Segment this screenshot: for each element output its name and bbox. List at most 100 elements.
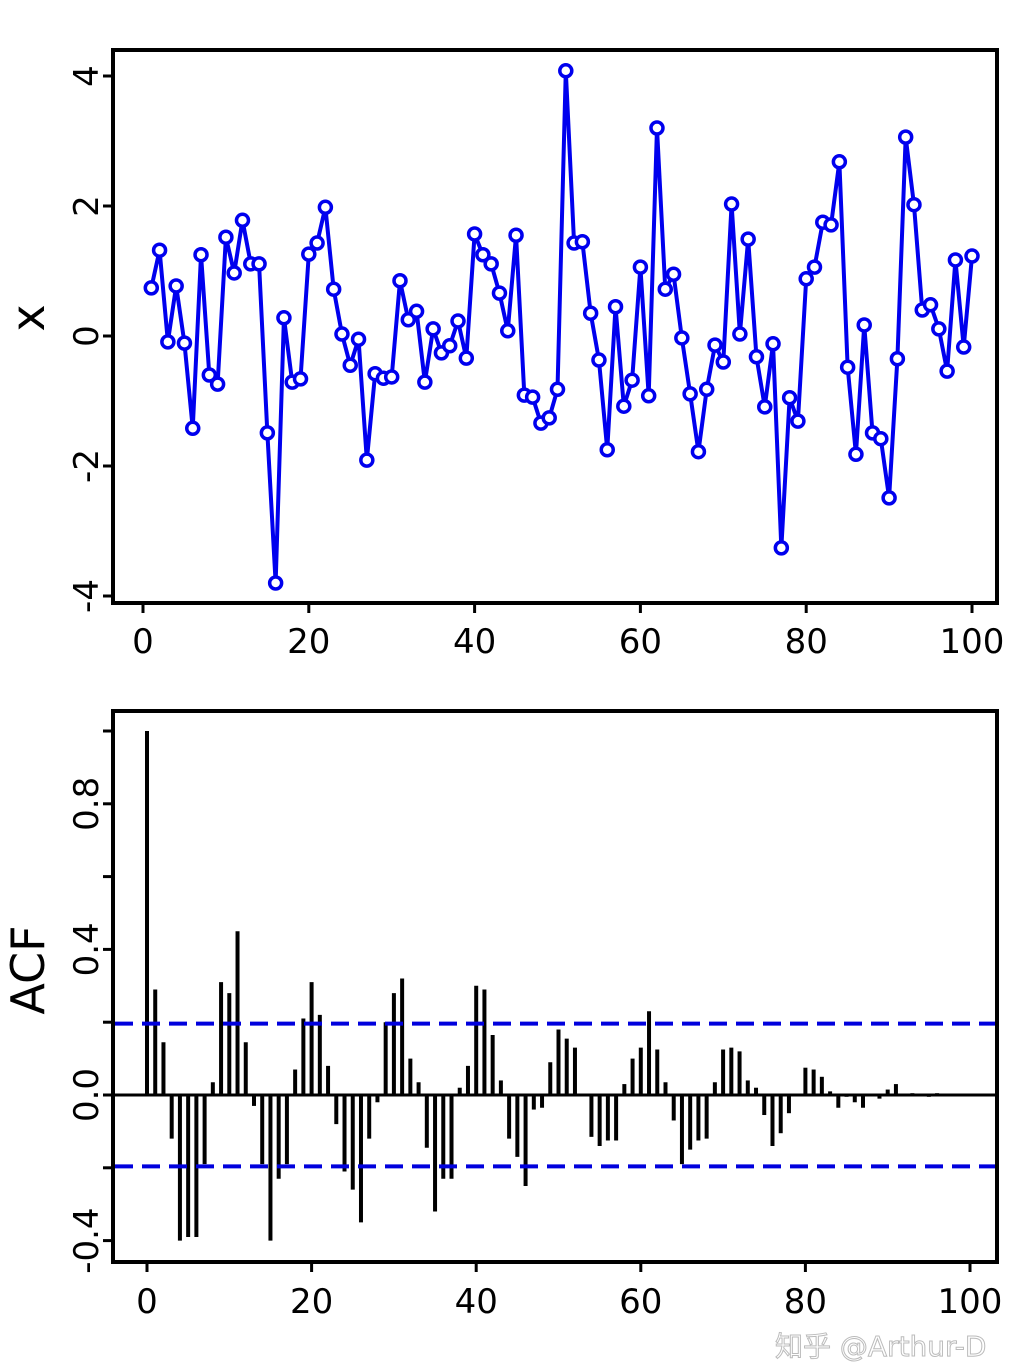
- data-point: [640, 388, 657, 404]
- x-tick-label: 40: [455, 1282, 498, 1322]
- data-point: [408, 303, 425, 320]
- x-tick-label: 20: [287, 622, 330, 662]
- data-point: [798, 271, 814, 287]
- data-point: [765, 336, 781, 352]
- data-point: [309, 235, 325, 251]
- plot-frame: [111, 48, 999, 605]
- data-point: [292, 371, 309, 387]
- data-point: [441, 338, 458, 354]
- watermark: 知乎 @Arthur-D: [775, 1330, 986, 1363]
- x-tick-label: 0: [132, 622, 154, 662]
- x-tick-label: 80: [784, 1282, 827, 1322]
- series-line: [149, 70, 974, 584]
- bottom-ylabel: ACF: [1, 925, 55, 1014]
- data-point: [574, 234, 591, 250]
- data-point: [657, 281, 674, 297]
- data-point: [549, 381, 566, 398]
- data-point: [873, 430, 889, 447]
- data-point: [616, 398, 632, 414]
- data-point: [168, 278, 184, 294]
- data-point: [599, 442, 615, 458]
- data-point: [500, 323, 516, 339]
- data-point: [831, 154, 848, 170]
- y-tick-label: -2: [67, 449, 107, 483]
- data-point: [524, 389, 541, 405]
- y-tick-label: 0: [67, 325, 107, 347]
- data-point: [947, 252, 964, 268]
- data-point: [781, 390, 798, 406]
- y-tick-label: -4: [67, 579, 107, 613]
- data-point: [715, 354, 732, 370]
- data-point: [806, 259, 823, 275]
- data-point: [350, 331, 367, 347]
- data-point: [848, 446, 864, 463]
- data-point: [209, 376, 226, 392]
- data-point: [931, 321, 947, 337]
- data-point: [458, 350, 475, 366]
- data-point: [359, 452, 375, 468]
- x-tick-label: 40: [453, 622, 496, 662]
- data-point: [955, 339, 972, 355]
- x-tick-label: 60: [619, 1282, 662, 1322]
- data-point: [823, 217, 839, 233]
- data-point: [897, 129, 914, 145]
- data-point: [267, 575, 284, 591]
- data-point: [276, 310, 292, 326]
- y-tick-label: -0.4: [67, 1207, 107, 1273]
- data-point: [541, 410, 557, 426]
- data-point: [466, 226, 483, 242]
- data-point: [624, 372, 640, 388]
- y-tick-label: 0.8: [67, 777, 107, 831]
- data-point: [773, 540, 790, 556]
- y-tick-label: 0.4: [67, 922, 107, 976]
- data-point: [698, 381, 715, 398]
- data-point: [417, 374, 433, 390]
- data-point: [450, 313, 466, 329]
- data-point: [342, 357, 358, 373]
- data-point: [201, 367, 218, 383]
- data-point: [591, 352, 607, 368]
- data-point: [607, 299, 624, 315]
- data-point: [383, 369, 400, 385]
- data-point: [964, 248, 980, 264]
- data-point: [674, 330, 690, 346]
- acf-plot: 0 20 40 60 80 100 -0.4 0.0 0.4 0.8: [67, 709, 1002, 1322]
- data-point: [425, 321, 441, 337]
- data-point: [906, 196, 922, 213]
- data-point: [508, 227, 524, 243]
- data-point: [392, 273, 408, 289]
- data-point: [193, 247, 209, 263]
- data-point: [143, 280, 160, 296]
- data-point: [690, 443, 707, 460]
- x-tick-label: 0: [136, 1282, 158, 1322]
- data-point: [218, 229, 234, 245]
- y-tick-label: 0.0: [67, 1068, 107, 1122]
- data-point: [740, 231, 756, 247]
- top-ylabel: x: [1, 304, 55, 331]
- data-point: [649, 120, 665, 136]
- data-point: [632, 259, 649, 275]
- data-point: [483, 256, 499, 272]
- data-point: [184, 420, 201, 437]
- data-point: [491, 285, 508, 301]
- data-point: [723, 196, 740, 212]
- data-point: [757, 399, 773, 415]
- y-tick-label: 2: [67, 195, 107, 217]
- data-point: [939, 363, 955, 379]
- data-point: [790, 413, 806, 429]
- data-point: [748, 349, 765, 365]
- data-point: [881, 490, 897, 506]
- x-tick-label: 20: [290, 1282, 333, 1322]
- data-point: [251, 256, 267, 272]
- data-point: [334, 326, 350, 342]
- x-tick-label: 60: [619, 622, 662, 662]
- plot-frame: [111, 709, 999, 1264]
- time-series-plot: 0 20 40 60 80 100 -4 -2 0 2 4: [67, 48, 1005, 662]
- x-tick-label: 100: [940, 622, 1005, 662]
- data-point: [317, 199, 334, 216]
- data-point: [707, 337, 723, 353]
- data-point: [856, 317, 872, 333]
- data-point: [475, 247, 491, 263]
- data-point: [665, 266, 682, 282]
